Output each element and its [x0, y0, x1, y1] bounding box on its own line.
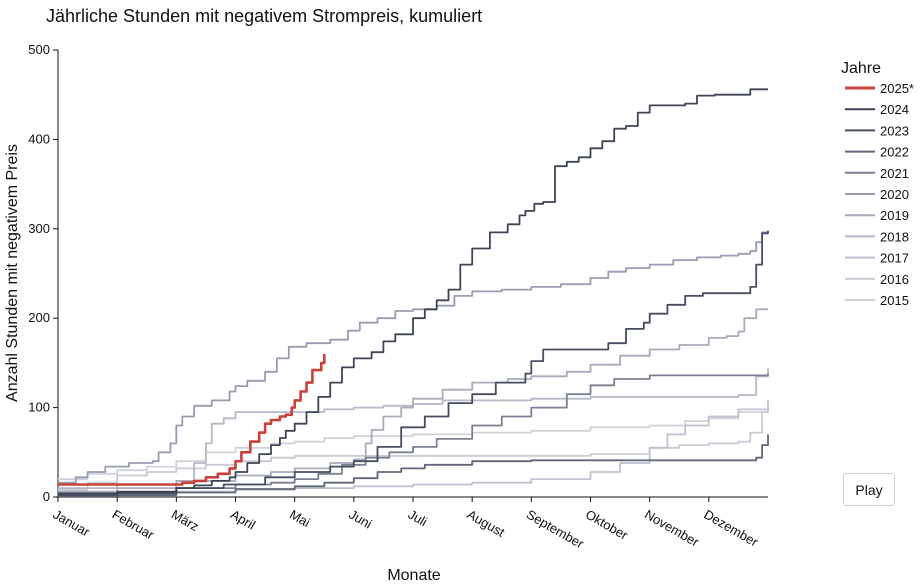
x-tick-label: Mai: [287, 507, 313, 531]
series-line-2025: [58, 354, 326, 486]
x-tick-label: Oktober: [583, 507, 631, 543]
y-tick-label: 200: [28, 310, 50, 325]
x-tick-label: September: [524, 507, 587, 552]
series-line-2024: [58, 88, 768, 495]
x-tick-label: Februar: [110, 507, 158, 543]
legend-label[interactable]: 2021: [880, 166, 909, 181]
legend-label[interactable]: 2016: [880, 272, 909, 287]
x-tick-label: Juli: [406, 507, 430, 530]
play-button[interactable]: Play: [843, 473, 895, 506]
legend-label[interactable]: 2020: [880, 187, 909, 202]
x-tick-label: November: [642, 507, 702, 550]
x-tick-label: August: [465, 507, 508, 540]
x-tick-label: Januar: [51, 507, 94, 540]
y-tick-label: 0: [43, 489, 50, 504]
y-tick-label: 300: [28, 221, 50, 236]
x-tick-label: Juni: [346, 507, 374, 532]
legend-label[interactable]: 2023: [880, 123, 909, 138]
chart-title: Jährliche Stunden mit negativem Strompre…: [46, 6, 483, 26]
legend-label[interactable]: 2019: [880, 208, 909, 223]
y-tick-label: 500: [28, 42, 50, 57]
y-tick-label: 100: [28, 400, 50, 415]
legend-title: Jahre: [841, 60, 881, 77]
x-tick-label: Dezember: [701, 507, 761, 550]
y-axis-title: Anzahl Stunden mit negativem Preis: [4, 144, 21, 402]
series-line-2015: [58, 407, 769, 480]
x-tick-label: April: [228, 507, 258, 533]
series-line-2016: [58, 409, 769, 491]
legend-label[interactable]: 2015: [880, 293, 909, 308]
y-tick-label: 400: [28, 131, 50, 146]
legend-label[interactable]: 2017: [880, 251, 909, 266]
series-line-2019: [58, 308, 768, 493]
series-line-2023: [58, 230, 769, 497]
series-line-2020: [58, 231, 768, 484]
x-axis-title: Monate: [387, 567, 440, 584]
series-line-2018: [58, 368, 769, 489]
legend-label[interactable]: 2018: [880, 229, 909, 244]
legend-label[interactable]: 2024: [880, 102, 909, 117]
legend-label[interactable]: 2022: [880, 145, 909, 160]
series-line-2022: [58, 434, 769, 497]
x-tick-label: März: [169, 507, 202, 534]
legend-label[interactable]: 2025*: [880, 81, 914, 96]
